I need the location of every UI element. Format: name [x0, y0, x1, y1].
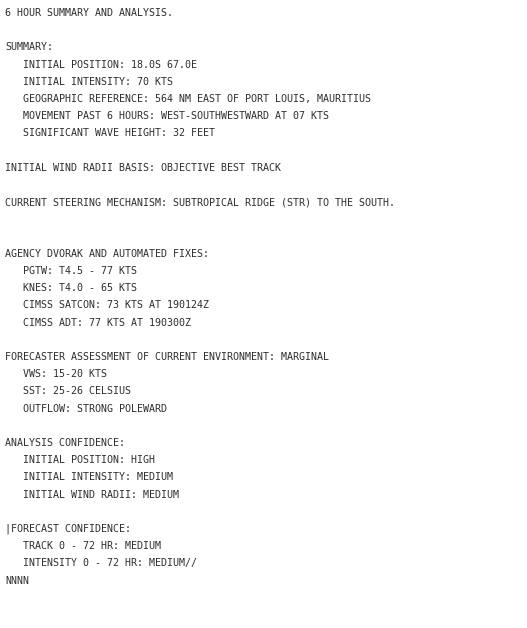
Text: MOVEMENT PAST 6 HOURS: WEST-SOUTHWESTWARD AT 07 KTS: MOVEMENT PAST 6 HOURS: WEST-SOUTHWESTWAR… [5, 111, 329, 121]
Text: INITIAL POSITION: 18.0S 67.0E: INITIAL POSITION: 18.0S 67.0E [5, 60, 197, 70]
Text: ANALYSIS CONFIDENCE:: ANALYSIS CONFIDENCE: [5, 438, 125, 448]
Text: VWS: 15-20 KTS: VWS: 15-20 KTS [5, 369, 107, 379]
Text: GEOGRAPHIC REFERENCE: 564 NM EAST OF PORT LOUIS, MAURITIUS: GEOGRAPHIC REFERENCE: 564 NM EAST OF POR… [5, 94, 371, 104]
Text: INITIAL WIND RADII: MEDIUM: INITIAL WIND RADII: MEDIUM [5, 490, 179, 500]
Text: KNES: T4.0 - 65 KTS: KNES: T4.0 - 65 KTS [5, 283, 137, 293]
Text: SIGNIFICANT WAVE HEIGHT: 32 FEET: SIGNIFICANT WAVE HEIGHT: 32 FEET [5, 128, 215, 138]
Text: CIMSS SATCON: 73 KTS AT 190124Z: CIMSS SATCON: 73 KTS AT 190124Z [5, 300, 209, 310]
Text: |FORECAST CONFIDENCE:: |FORECAST CONFIDENCE: [5, 524, 131, 534]
Text: CIMSS ADT: 77 KTS AT 190300Z: CIMSS ADT: 77 KTS AT 190300Z [5, 318, 191, 328]
Text: INITIAL INTENSITY: MEDIUM: INITIAL INTENSITY: MEDIUM [5, 472, 173, 482]
Text: TRACK 0 - 72 HR: MEDIUM: TRACK 0 - 72 HR: MEDIUM [5, 541, 161, 551]
Text: AGENCY DVORAK AND AUTOMATED FIXES:: AGENCY DVORAK AND AUTOMATED FIXES: [5, 249, 209, 259]
Text: NNNN: NNNN [5, 576, 29, 585]
Text: CURRENT STEERING MECHANISM: SUBTROPICAL RIDGE (STR) TO THE SOUTH.: CURRENT STEERING MECHANISM: SUBTROPICAL … [5, 197, 395, 207]
Text: OUTFLOW: STRONG POLEWARD: OUTFLOW: STRONG POLEWARD [5, 404, 167, 414]
Text: INITIAL INTENSITY: 70 KTS: INITIAL INTENSITY: 70 KTS [5, 77, 173, 87]
Text: SUMMARY:: SUMMARY: [5, 43, 53, 52]
Text: SST: 25-26 CELSIUS: SST: 25-26 CELSIUS [5, 386, 131, 396]
Text: INTENSITY 0 - 72 HR: MEDIUM//: INTENSITY 0 - 72 HR: MEDIUM// [5, 558, 197, 568]
Text: FORECASTER ASSESSMENT OF CURRENT ENVIRONMENT: MARGINAL: FORECASTER ASSESSMENT OF CURRENT ENVIRON… [5, 352, 329, 362]
Text: PGTW: T4.5 - 77 KTS: PGTW: T4.5 - 77 KTS [5, 266, 137, 276]
Text: INITIAL WIND RADII BASIS: OBJECTIVE BEST TRACK: INITIAL WIND RADII BASIS: OBJECTIVE BEST… [5, 163, 281, 173]
Text: INITIAL POSITION: HIGH: INITIAL POSITION: HIGH [5, 455, 155, 465]
Text: 6 HOUR SUMMARY AND ANALYSIS.: 6 HOUR SUMMARY AND ANALYSIS. [5, 8, 173, 18]
